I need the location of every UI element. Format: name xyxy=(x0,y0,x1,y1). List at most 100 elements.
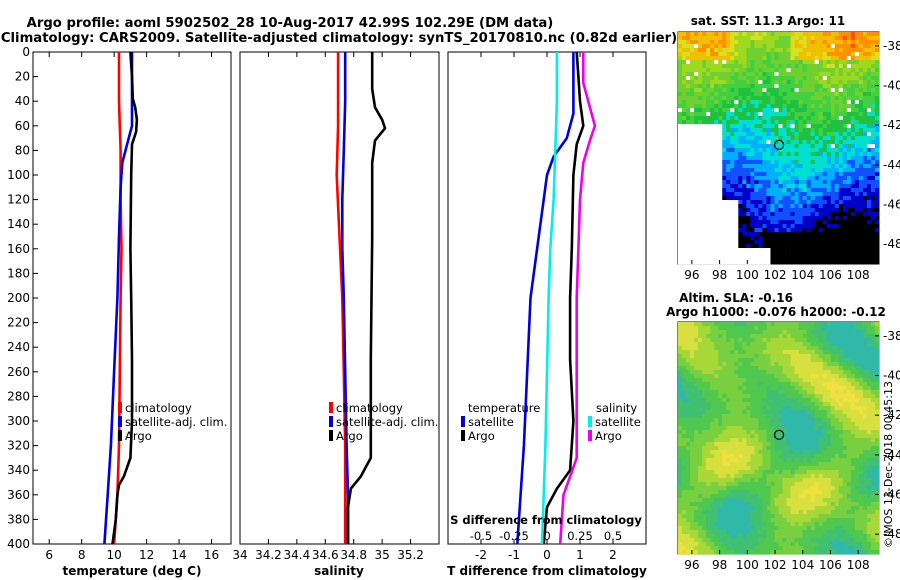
sst-cell xyxy=(698,168,703,173)
y-tick-label: 140 xyxy=(7,217,30,231)
sla-cell xyxy=(874,406,880,411)
sst-cell xyxy=(774,208,779,213)
sst-cell xyxy=(762,40,767,45)
sla-cell xyxy=(698,362,703,367)
sla-cell xyxy=(774,326,779,331)
sst-cell xyxy=(750,240,755,245)
sla-cell xyxy=(854,358,860,363)
sst-cell xyxy=(734,32,739,37)
sst-cell xyxy=(822,228,828,233)
sst-cell xyxy=(762,56,767,61)
sst-cell xyxy=(854,40,860,45)
sst-cell xyxy=(834,48,840,53)
sst-cell xyxy=(694,92,699,97)
sst-cell xyxy=(698,68,703,73)
sst-cell xyxy=(734,224,739,229)
sst-cell xyxy=(750,56,755,61)
sla-cell xyxy=(722,414,727,419)
sla-cell xyxy=(858,358,864,363)
sst-cell xyxy=(778,260,783,265)
sla-cell xyxy=(706,374,711,379)
sst-cell xyxy=(802,236,808,241)
sst-cell xyxy=(710,148,715,153)
sla-cell xyxy=(762,418,767,423)
sla-cell xyxy=(706,386,711,391)
sst-cell xyxy=(802,228,808,233)
sla-cell xyxy=(806,350,812,355)
sla-cell xyxy=(722,446,727,451)
sst-cell xyxy=(794,216,799,221)
sst-cell xyxy=(854,124,860,129)
sla-cell xyxy=(750,322,755,327)
sst-cell xyxy=(870,180,876,185)
sst-cell xyxy=(770,40,775,45)
sst-cell xyxy=(830,84,836,89)
sst-cell xyxy=(798,192,804,197)
sst-cell xyxy=(846,196,852,201)
sla-cell xyxy=(814,402,820,407)
sst-cell xyxy=(678,164,683,169)
sla-cell xyxy=(814,374,820,379)
sla-cell xyxy=(814,450,820,455)
sla-cell xyxy=(874,378,880,383)
sst-cell xyxy=(686,160,691,165)
sla-cell xyxy=(770,322,775,327)
sla-cell xyxy=(758,426,763,431)
sla-map-panel: Altim. SLA: -0.16 Argo h1000: -0.076 h20… xyxy=(666,291,900,572)
sla-cell xyxy=(866,418,872,423)
sst-cell xyxy=(718,248,723,253)
sla-cell xyxy=(794,390,799,395)
sst-cell xyxy=(818,76,824,81)
sst-cell xyxy=(726,184,731,189)
sst-cell xyxy=(774,52,779,57)
sla-cell xyxy=(846,418,852,423)
sst-cell xyxy=(694,188,699,193)
sla-cell xyxy=(778,458,783,463)
sst-cell xyxy=(810,188,816,193)
sla-cell xyxy=(742,406,747,411)
legend-climatology-swatch xyxy=(118,402,122,413)
sst-cell xyxy=(698,164,703,169)
legend-climatology-label: climatology xyxy=(125,401,192,415)
sst-cell xyxy=(770,156,775,161)
sla-cell xyxy=(754,374,759,379)
sla-cell xyxy=(694,402,699,407)
sla-cell xyxy=(678,350,683,355)
sla-cell xyxy=(754,334,759,339)
sst-cell xyxy=(706,204,711,209)
sst-cell xyxy=(762,228,767,233)
sst-cell xyxy=(738,108,743,113)
sla-cell xyxy=(794,326,799,331)
sla-cell xyxy=(778,466,783,471)
sst-cell xyxy=(806,156,812,161)
sst-cell xyxy=(698,152,703,157)
sst-cell xyxy=(786,188,791,193)
sst-cell xyxy=(734,120,739,125)
sst-cell xyxy=(794,224,799,229)
sst-cell xyxy=(826,156,832,161)
sst-cell xyxy=(742,168,747,173)
sst-cell xyxy=(814,156,820,161)
sla-cell xyxy=(678,370,683,375)
sst-cell xyxy=(774,164,779,169)
sst-cell xyxy=(682,140,687,145)
sla-cell xyxy=(726,430,731,435)
sst-cell xyxy=(742,68,747,73)
sla-cell xyxy=(706,410,711,415)
sla-cell xyxy=(702,458,707,463)
sla-cell xyxy=(706,362,711,367)
sla-cell xyxy=(846,422,852,427)
sla-cell xyxy=(714,358,719,363)
sst-cell xyxy=(750,204,755,209)
sst-cell xyxy=(710,92,715,97)
sla-cell xyxy=(810,354,816,359)
sst-cell xyxy=(846,128,852,133)
sst-cell xyxy=(798,128,804,133)
sst-cell xyxy=(714,204,719,209)
sst-cell xyxy=(818,252,824,257)
sst-cell xyxy=(726,152,731,157)
sst-cell xyxy=(754,244,759,249)
sst-cell xyxy=(774,88,779,93)
sst-cell xyxy=(742,120,747,125)
sst-cell xyxy=(702,104,707,109)
